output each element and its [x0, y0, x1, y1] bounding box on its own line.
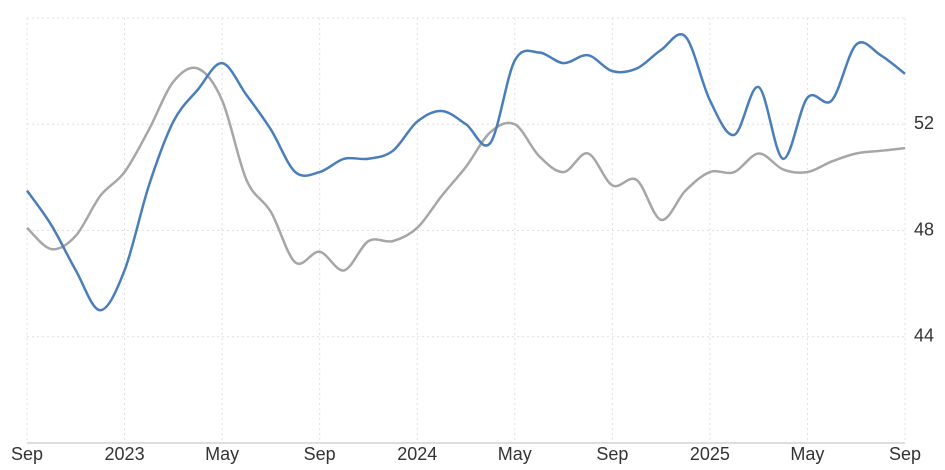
line-series [25, 33, 906, 312]
x-tick-label: Sep [889, 444, 921, 464]
x-tick-label: 2025 [690, 444, 730, 464]
x-tick-label: 2024 [397, 444, 437, 464]
x-tick-label: 2023 [105, 444, 145, 464]
x-tick-label: Sep [596, 444, 628, 464]
x-tick-label: Sep [304, 444, 336, 464]
x-tick-label: May [790, 444, 824, 464]
x-tick-label: Sep [11, 444, 43, 464]
x-tick-label: May [498, 444, 532, 464]
x-tick-label: May [205, 444, 239, 464]
y-tick-label: 48 [914, 219, 934, 239]
y-tick-label: 44 [914, 326, 934, 346]
y-tick-label: 52 [914, 113, 934, 133]
line-series [26, 66, 906, 272]
